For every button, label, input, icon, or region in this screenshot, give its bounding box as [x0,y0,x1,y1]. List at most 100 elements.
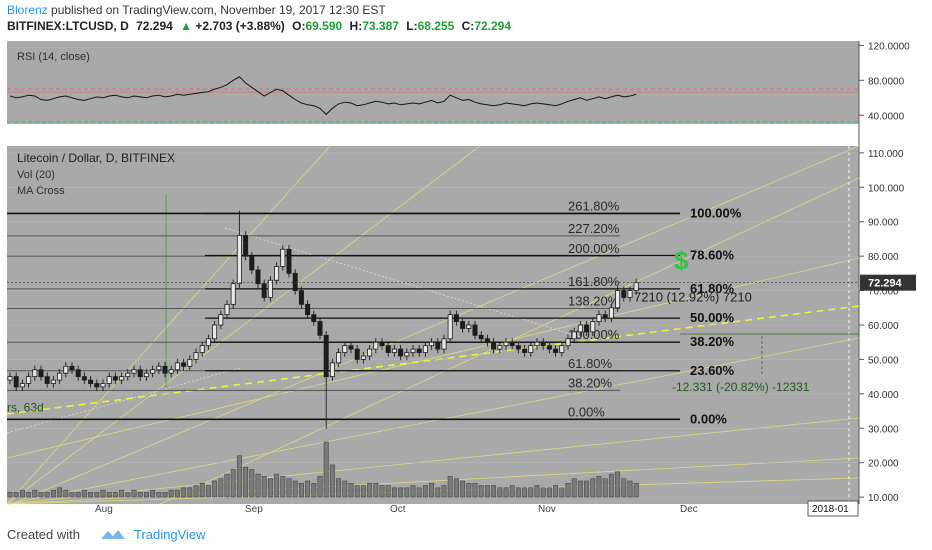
volume-bar [466,483,472,498]
up-arrow-icon: ▲ [180,19,193,33]
price-tick-label: 60.000 [868,321,899,332]
candle-body [112,376,118,381]
candle-body [125,372,131,378]
candle-body [236,235,242,285]
published-text: published on TradingView.com, November 1… [51,3,386,17]
rsi-tick-label: 40.0000 [868,111,905,122]
author-link[interactable]: Blorenz [7,3,48,17]
volume-bar [125,492,131,498]
volume-bar [348,483,354,498]
candle-body [615,290,621,309]
candle-body [391,348,397,353]
volume-bar [478,485,484,498]
volume-bar [590,478,596,498]
volume-bar [174,489,180,498]
candle-body [323,334,329,378]
candle-body [243,235,249,257]
volume-bar [398,487,404,498]
volume-bar [274,473,280,498]
volume-bar [540,487,546,498]
candle-body [410,348,416,353]
candle-body [261,283,267,298]
price-tick-label: 80.000 [868,252,899,263]
volume-bar [491,485,497,498]
candle-body [218,314,224,326]
volume-bar [19,489,25,498]
volume-bar [100,489,106,498]
chart-canvas[interactable]: 40.0000 80.0000 120.0000 RSI (14, close) 2… [0,38,932,518]
volume-bar [447,476,453,498]
candle-body [559,345,565,353]
tradingview-logo-icon [101,530,125,539]
volume-bar [329,464,335,498]
volume-bar [305,480,311,498]
candle-body [57,372,63,381]
volume-bar [515,487,521,498]
time-axis: Aug Sep Oct Nov Dec 2018-01 [95,500,859,517]
volume-bar [379,485,385,498]
fib-extension-label: 50.00% [690,310,735,325]
price-axis: 10.000 20.000 30.000 40.000 50.000 60.000 70.0… [859,149,916,504]
volume-bar [435,487,441,498]
price-scale[interactable] [859,41,932,504]
candle-body [174,362,180,371]
volume-bar [615,471,621,498]
candle-body [274,266,280,281]
volume-bar [267,478,273,498]
candle-body [367,348,373,357]
candle-body [199,345,205,353]
candle-body [608,307,614,319]
volume-bar [323,441,329,498]
volume-bar [112,492,118,498]
volume-bar [32,489,38,498]
volume-bar [342,480,348,498]
volume-bar [119,489,125,498]
volume-bar [367,483,373,498]
price-tick-label: 50.000 [868,355,899,366]
fib-retracement-label: 0.00% [568,404,605,419]
candle-body [292,272,298,291]
volume-bar [354,485,360,498]
time-axis-label: Nov [538,504,556,515]
candle-body [19,383,25,388]
high-label: H: [349,19,363,33]
last-price: 72.294 [136,19,173,33]
volume-bar [460,480,466,498]
volume-bar [621,478,627,498]
candle-body [522,348,528,353]
candle-body [584,324,590,333]
volume-bar [50,489,56,498]
measure-annotation: 7210 (12.92%) 7210 [634,289,752,304]
candle-body [404,352,410,357]
measure-annotation: -12.331 (-20.82%) -12331 [672,380,810,394]
rsi-pane[interactable] [7,41,859,124]
volume-bar [441,485,447,498]
tradingview-brand-link[interactable]: TradingView [134,527,206,542]
fan-line [6,457,860,505]
low-value: 68.255 [417,19,455,33]
candle-body [267,279,273,298]
symbol-line: BITFINEX:LTCUSD, D 72.294 ▲ +2.703 (+3.8… [7,19,511,33]
fib-extension-label: 61.80% [690,281,735,296]
candle-body [249,255,255,271]
volume-bar [528,487,534,498]
volume-bar [131,489,137,498]
volume-bar [453,478,459,498]
dotted-trend-line [6,367,241,434]
candle-body [205,338,211,347]
candle-body [460,321,466,329]
fib-retracement-label: 227.20% [568,221,620,236]
candle-body [63,365,69,374]
volume-bar [497,487,503,498]
volume-bar [193,485,199,498]
price-tick-label: 40.000 [868,390,899,401]
candles [7,210,859,429]
volume-bar [565,483,571,498]
candle-body [590,321,596,333]
footer: Created with TradingView [0,518,932,550]
candle-body [298,290,304,305]
fib-extension-label: 0.00% [690,411,727,426]
open-value: 69.590 [305,19,343,33]
candle-body [416,348,422,353]
candle-body [255,269,261,285]
